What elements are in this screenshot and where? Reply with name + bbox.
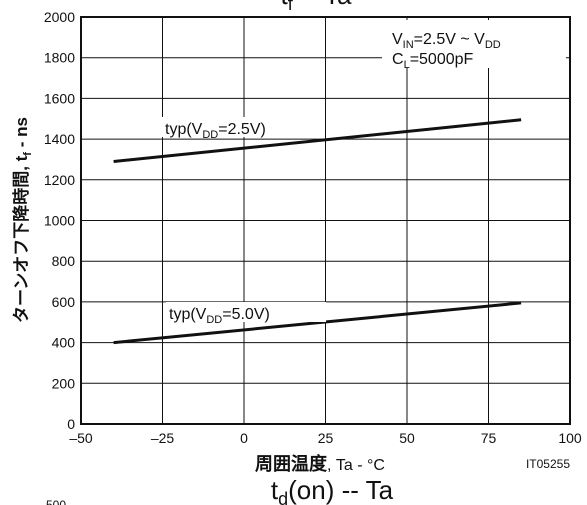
y-tick-label: 1800 xyxy=(44,50,75,66)
y-tick-label: 1400 xyxy=(44,131,75,147)
series-line-2 xyxy=(113,301,522,345)
y-tick-label: 2000 xyxy=(44,9,75,25)
series-line-1 xyxy=(113,118,522,163)
conditions-box xyxy=(382,20,566,68)
y-tick-label: 200 xyxy=(52,375,76,391)
footer-fragment: 500 xyxy=(46,498,66,505)
y-tick-label: 1200 xyxy=(44,172,75,188)
chart-title-top: tf -- Ta xyxy=(280,0,352,14)
y-tick-label: 0 xyxy=(67,416,75,432)
series-label-5v0: typ(VDD=5.0V) xyxy=(169,306,270,326)
y-tick-label: 1000 xyxy=(44,213,75,229)
x-tick-label: 75 xyxy=(481,430,497,446)
y-axis-label: ターンオフ下降時間, tf - ns xyxy=(11,117,34,323)
x-tick-label: 50 xyxy=(399,430,415,446)
series-label-bg-2v5 xyxy=(162,117,322,137)
y-tick-label: 600 xyxy=(52,294,76,310)
series-lines xyxy=(113,118,522,345)
x-tick-label: 100 xyxy=(558,430,582,446)
x-axis-label: 周囲温度, Ta - °C xyxy=(255,453,385,474)
x-tick-label: –50 xyxy=(69,430,93,446)
condition-vin: VIN=2.5V ~ VDD xyxy=(392,31,501,51)
y-tick-labels: 0 200 400 600 800 1000 1200 1400 1600 1800 2000 xyxy=(44,9,75,432)
x-tick-label: 25 xyxy=(318,430,334,446)
x-tick-label: –25 xyxy=(151,430,175,446)
series-label-bg-5v0 xyxy=(166,302,326,322)
chart-title-bottom: td(on) -- Ta xyxy=(271,475,394,505)
x-tick-labels: –50 –25 0 25 50 75 100 xyxy=(69,430,582,446)
figure-code: IT05255 xyxy=(526,457,570,471)
y-tick-label: 1600 xyxy=(44,90,75,106)
y-tick-label: 400 xyxy=(52,335,76,351)
series-label-2v5: typ(VDD=2.5V) xyxy=(165,121,266,141)
y-tick-label: 800 xyxy=(52,253,76,269)
grid xyxy=(81,17,570,424)
x-tick-label: 0 xyxy=(240,430,248,446)
condition-cl: CL=5000pF xyxy=(392,51,474,71)
